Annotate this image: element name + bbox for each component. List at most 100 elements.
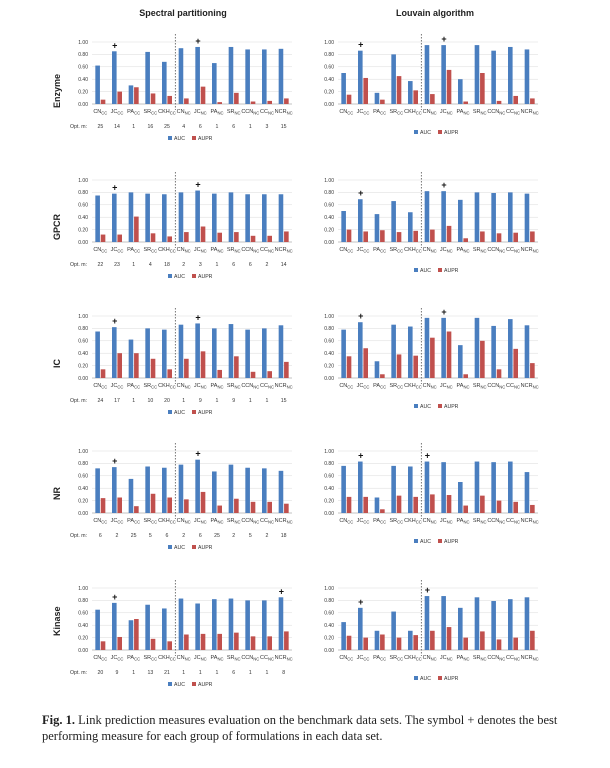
- bar-auc: [195, 46, 200, 104]
- bar-auc: [162, 194, 167, 242]
- x-tick-label: CCNNC: [487, 247, 505, 254]
- opt-m-label: Opt. m:: [70, 124, 87, 130]
- x-tick-label: CCNC: [260, 109, 274, 116]
- bar-auc: [262, 49, 267, 104]
- opt-m-value: 2: [182, 533, 185, 539]
- bar-aupr: [363, 496, 368, 513]
- bar-auc: [195, 603, 200, 650]
- best-marker: +: [195, 36, 200, 46]
- bar-aupr: [167, 497, 172, 513]
- opt-m-value: 6: [249, 262, 252, 268]
- bar-auc: [112, 327, 117, 378]
- opt-m-value: 18: [164, 262, 170, 268]
- x-tick-label: CKHCC: [404, 109, 422, 116]
- bar-auc: [228, 464, 234, 513]
- x-tick-label: CNCC: [339, 518, 353, 525]
- x-tick-label: NCRNC: [275, 247, 293, 254]
- y-tick-label: 0.80: [324, 52, 334, 58]
- best-marker: +: [112, 40, 117, 50]
- x-tick-label: NCRNC: [275, 383, 293, 390]
- bar-aupr: [513, 95, 518, 104]
- bar-auc: [441, 596, 446, 650]
- y-tick-label: 0.60: [78, 339, 88, 345]
- legend-swatch-aupr: [192, 545, 196, 549]
- x-tick-label: JCNC: [440, 518, 453, 525]
- bar-auc: [145, 51, 150, 104]
- x-tick-label: SRCC: [143, 247, 157, 254]
- y-tick-label: 0.40: [324, 623, 334, 629]
- x-tick-label: CNNC: [423, 247, 437, 254]
- bar-aupr: [117, 91, 122, 104]
- bar-aupr: [167, 369, 172, 378]
- bar-aupr: [496, 369, 502, 378]
- bar-auc: [391, 611, 396, 650]
- best-marker: +: [112, 592, 117, 602]
- bar-auc: [524, 472, 530, 513]
- best-marker: +: [441, 307, 446, 317]
- bar-aupr: [530, 630, 535, 650]
- bar-aupr: [513, 348, 518, 378]
- y-tick-label: 0.40: [78, 623, 88, 629]
- bar-auc: [408, 630, 413, 650]
- bar-auc: [391, 324, 396, 378]
- bar-aupr: [346, 94, 352, 104]
- x-tick-label: SRNC: [473, 655, 487, 662]
- bar-aupr: [150, 358, 156, 378]
- x-tick-label: PANC: [457, 518, 470, 525]
- y-tick-label: 0.60: [324, 339, 334, 345]
- x-tick-label: SRNC: [473, 383, 487, 390]
- bar-auc: [128, 339, 134, 378]
- x-tick-label: NCRNC: [521, 518, 539, 525]
- bar-auc: [278, 48, 284, 104]
- bar-aupr: [446, 495, 452, 513]
- bar-auc: [374, 214, 380, 242]
- x-tick-label: CNNC: [177, 247, 191, 254]
- x-tick-label: CCNNC: [487, 655, 505, 662]
- opt-m-value: 15: [281, 124, 287, 130]
- x-tick-label: NCRNC: [275, 518, 293, 525]
- x-tick-label: SRNC: [473, 518, 487, 525]
- x-tick-label: CKHCC: [158, 383, 176, 390]
- bar-auc: [408, 81, 413, 104]
- opt-m-value: 16: [147, 124, 153, 130]
- x-tick-label: PACC: [127, 383, 140, 390]
- bar-aupr: [250, 371, 256, 378]
- bar-auc: [408, 326, 413, 378]
- bar-auc: [128, 478, 134, 513]
- x-tick-label: SRNC: [473, 247, 487, 254]
- legend-label-aupr: AUPR: [198, 274, 213, 280]
- bar-aupr: [267, 235, 272, 242]
- bar-auc: [341, 73, 346, 104]
- x-tick-label: SRCC: [389, 109, 403, 116]
- opt-m-value: 18: [281, 533, 287, 539]
- legend-label-aupr: AUPR: [198, 136, 213, 142]
- opt-m-value: 6: [232, 670, 235, 676]
- bar-aupr: [446, 69, 452, 104]
- bar-aupr: [217, 633, 222, 650]
- opt-m-value: 13: [147, 670, 153, 676]
- legend-label-auc: AUC: [174, 274, 185, 280]
- bar-auc: [374, 497, 380, 513]
- caption-text: Link prediction measures evaluation on t…: [42, 713, 558, 743]
- x-tick-label: JCNC: [440, 109, 453, 116]
- legend-label-auc: AUC: [174, 410, 185, 416]
- x-tick-label: SRNC: [227, 109, 241, 116]
- x-tick-label: JCNC: [194, 383, 207, 390]
- x-tick-label: PANC: [211, 247, 224, 254]
- x-tick-label: CCNC: [506, 383, 520, 390]
- bar-aupr: [346, 496, 352, 513]
- x-tick-label: CKHCC: [404, 655, 422, 662]
- y-tick-label: 0.80: [324, 190, 334, 196]
- bar-auc: [424, 317, 430, 378]
- best-marker: +: [112, 183, 117, 193]
- x-tick-label: CNCC: [339, 109, 353, 116]
- x-tick-label: PACC: [127, 518, 140, 525]
- opt-m-value: 21: [164, 670, 170, 676]
- x-tick-label: SRNC: [473, 109, 487, 116]
- bar-auc: [178, 192, 184, 242]
- legend-label-auc: AUC: [420, 268, 431, 274]
- bar-auc: [128, 192, 134, 242]
- y-tick-label: 1.00: [78, 40, 88, 46]
- legend-swatch-auc: [414, 676, 418, 680]
- x-tick-label: PACC: [127, 109, 140, 116]
